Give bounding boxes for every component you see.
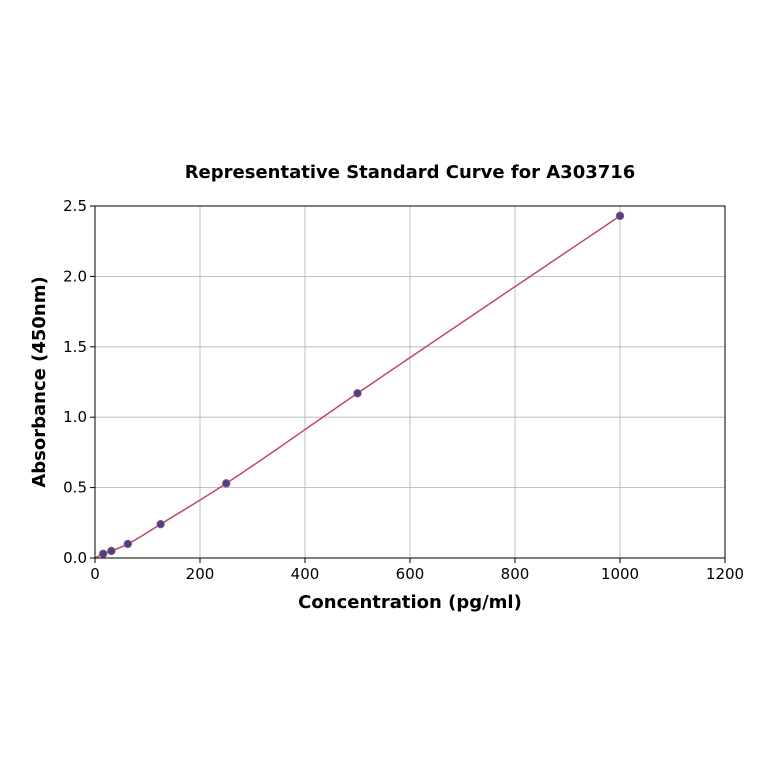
data-point (156, 520, 165, 529)
y-tick-label: 1.5 (63, 338, 87, 356)
x-tick-label: 0 (90, 565, 100, 583)
data-point (222, 479, 231, 488)
axis-ticks: 0 200 400 600 800 1000 1200 0.0 0.5 1.0 1.5 2.0 2.5 (63, 197, 744, 583)
x-tick-label: 200 (186, 565, 215, 583)
y-axis-label: Absorbance (450nm) (29, 276, 50, 487)
y-tick-label: 0.5 (63, 479, 87, 497)
x-tick-label: 600 (396, 565, 425, 583)
y-tick-label: 0.0 (63, 549, 87, 567)
x-tick-label: 800 (501, 565, 530, 583)
data-point (615, 211, 625, 221)
data-points (98, 211, 625, 558)
data-point (353, 389, 362, 398)
x-axis-label: Concentration (pg/ml) (298, 592, 522, 613)
y-tick-label: 1.0 (63, 408, 87, 426)
data-point (123, 539, 133, 549)
data-point (98, 549, 108, 558)
x-tick-label: 400 (291, 565, 320, 583)
y-tick-label: 2.0 (63, 267, 87, 285)
chart-title: Representative Standard Curve for A30371… (185, 162, 636, 183)
data-point (107, 546, 116, 556)
x-tick-label: 1000 (601, 565, 639, 583)
y-tick-label: 2.5 (63, 197, 87, 215)
x-tick-label: 1200 (706, 565, 744, 583)
